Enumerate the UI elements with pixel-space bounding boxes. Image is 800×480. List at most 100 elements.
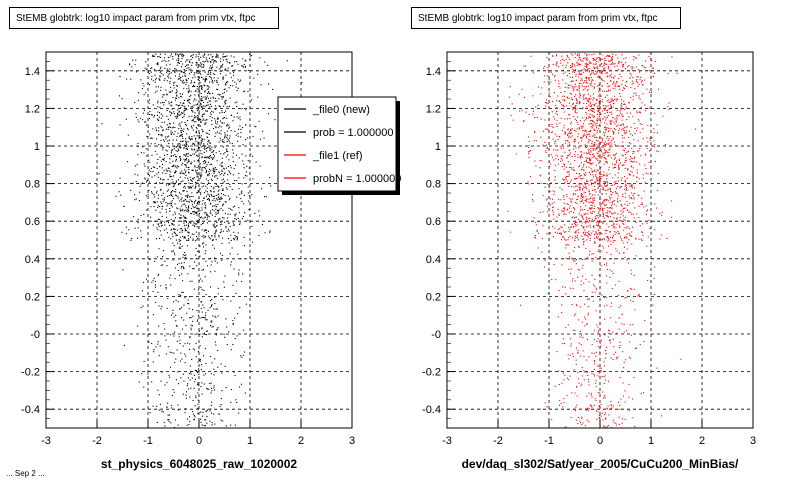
scatter-point xyxy=(227,222,229,224)
scatter-point xyxy=(173,84,175,86)
scatter-point xyxy=(199,90,201,92)
scatter-point xyxy=(623,64,625,66)
scatter-point xyxy=(573,330,575,332)
scatter-point xyxy=(593,144,595,146)
scatter-point xyxy=(595,287,597,289)
scatter-point xyxy=(221,122,223,124)
scatter-point xyxy=(624,160,626,162)
scatter-point xyxy=(591,123,593,125)
scatter-point xyxy=(134,173,136,175)
scatter-point xyxy=(599,183,601,185)
scatter-point xyxy=(590,130,592,132)
scatter-point xyxy=(187,211,189,213)
scatter-point xyxy=(179,360,181,362)
scatter-point xyxy=(240,383,242,385)
scatter-point xyxy=(195,131,197,133)
scatter-point xyxy=(597,338,599,340)
scatter-point xyxy=(184,187,186,189)
scatter-point xyxy=(536,229,538,231)
scatter-point xyxy=(180,193,182,195)
scatter-point xyxy=(207,156,209,158)
scatter-point xyxy=(197,65,199,67)
scatter-point xyxy=(568,170,570,172)
scatter-point xyxy=(177,184,179,186)
scatter-point xyxy=(234,61,236,63)
scatter-point xyxy=(200,176,202,178)
scatter-point xyxy=(157,56,159,58)
scatter-point xyxy=(627,151,629,153)
scatter-point xyxy=(220,398,222,400)
scatter-point xyxy=(211,105,213,107)
scatter-point xyxy=(200,369,202,371)
scatter-point xyxy=(218,94,220,96)
scatter-point xyxy=(201,109,203,111)
scatter-point xyxy=(591,104,593,106)
scatter-point xyxy=(611,145,613,147)
scatter-point xyxy=(582,117,584,119)
scatter-point xyxy=(197,109,199,111)
scatter-point xyxy=(595,351,597,353)
scatter-point xyxy=(601,141,603,143)
scatter-point xyxy=(190,126,192,128)
scatter-point xyxy=(548,118,550,120)
scatter-point xyxy=(615,121,617,123)
scatter-point xyxy=(187,105,189,107)
scatter-point xyxy=(597,170,599,172)
scatter-point xyxy=(148,341,150,343)
scatter-point xyxy=(204,216,206,218)
scatter-point xyxy=(190,94,192,96)
scatter-point xyxy=(621,99,623,101)
scatter-point xyxy=(156,256,158,258)
scatter-point xyxy=(592,408,594,410)
scatter-point xyxy=(584,303,586,305)
scatter-point xyxy=(190,58,192,60)
scatter-point xyxy=(618,115,620,117)
scatter-point xyxy=(174,267,176,269)
scatter-point xyxy=(165,99,167,101)
left-plot-title: StEMB globtrk: log10 impact param from p… xyxy=(9,7,279,29)
scatter-point xyxy=(600,339,602,341)
scatter-point xyxy=(555,55,557,57)
scatter-point xyxy=(182,393,184,395)
scatter-point xyxy=(623,127,625,129)
scatter-point xyxy=(622,351,624,353)
scatter-point xyxy=(212,157,214,159)
scatter-point xyxy=(183,71,185,73)
scatter-point xyxy=(599,71,601,73)
scatter-point xyxy=(596,237,598,239)
scatter-point xyxy=(217,203,219,205)
scatter-point xyxy=(582,259,584,261)
scatter-point xyxy=(176,70,178,72)
scatter-point xyxy=(238,207,240,209)
scatter-point xyxy=(564,86,566,88)
scatter-point xyxy=(216,262,218,264)
scatter-point xyxy=(205,78,207,80)
scatter-point xyxy=(166,110,168,112)
scatter-point xyxy=(171,149,173,151)
scatter-point xyxy=(226,137,228,139)
scatter-point xyxy=(556,65,558,67)
scatter-point xyxy=(211,80,213,82)
x-tick-label: -1 xyxy=(143,435,153,447)
scatter-point xyxy=(588,384,590,386)
scatter-point xyxy=(625,57,627,59)
scatter-point xyxy=(613,227,615,229)
scatter-point xyxy=(584,183,586,185)
scatter-point xyxy=(542,144,544,146)
scatter-point xyxy=(603,174,605,176)
scatter-point xyxy=(171,101,173,103)
scatter-point xyxy=(593,129,595,131)
scatter-point xyxy=(585,98,587,100)
scatter-point xyxy=(178,75,180,77)
scatter-point xyxy=(199,200,201,202)
scatter-point xyxy=(207,174,209,176)
scatter-point xyxy=(222,96,224,98)
scatter-point xyxy=(575,190,577,192)
scatter-point xyxy=(624,185,626,187)
scatter-point xyxy=(580,208,582,210)
scatter-point xyxy=(193,210,195,212)
scatter-point xyxy=(157,62,159,64)
scatter-point xyxy=(192,211,194,213)
scatter-point xyxy=(184,362,186,364)
scatter-point xyxy=(176,59,178,61)
